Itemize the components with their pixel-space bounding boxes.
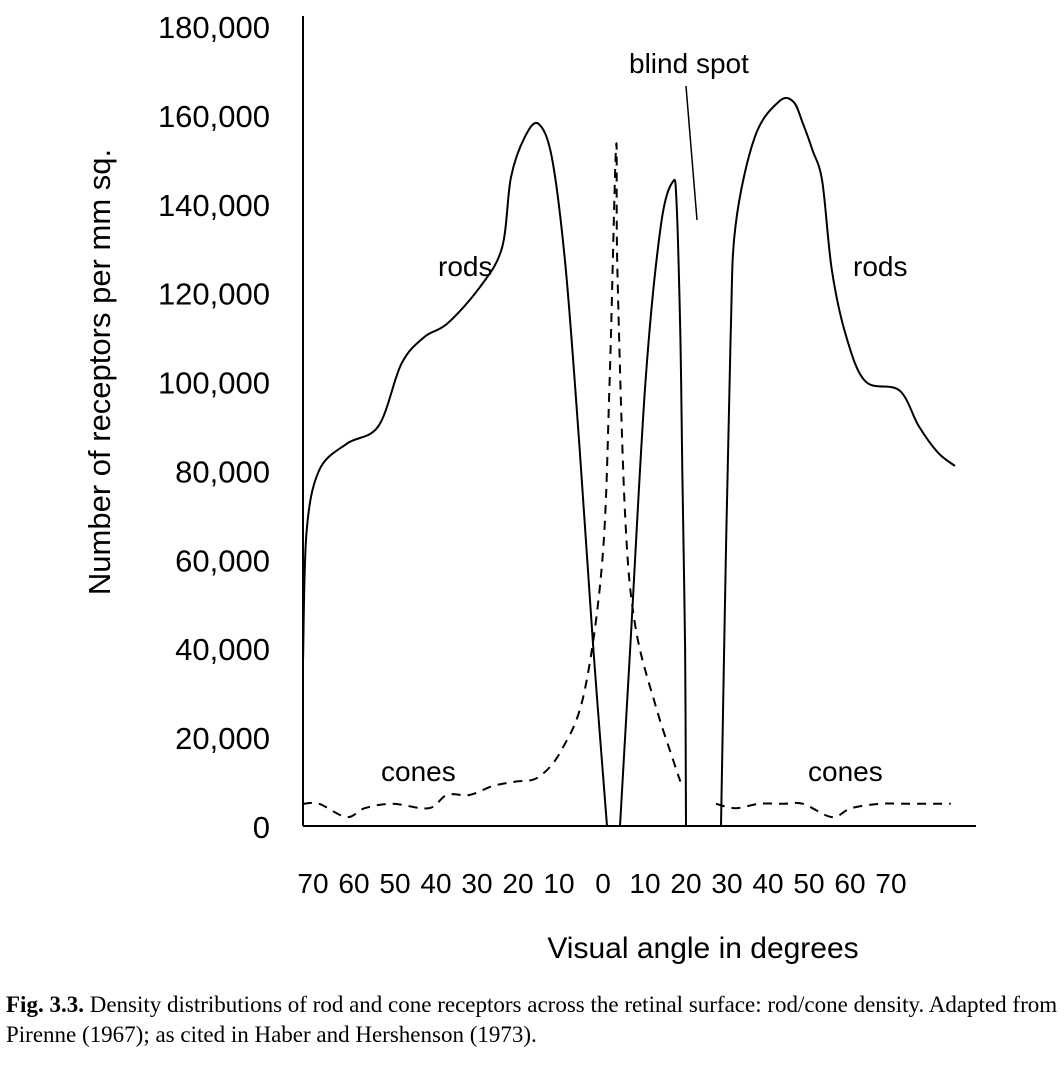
x-tick-label: 20 (502, 868, 533, 899)
cones-line-segment (302, 142, 682, 819)
x-tick-label: 10 (543, 868, 574, 899)
x-tick-label: 0 (595, 868, 611, 899)
rods-label-right: rods (853, 251, 907, 282)
figure-caption-text: Density distributions of rod and cone re… (6, 992, 1058, 1047)
y-tick-label: 100,000 (158, 366, 270, 401)
x-tick-label: 60 (834, 868, 865, 899)
y-tick-label: 140,000 (158, 188, 270, 223)
blind-spot-pointer (685, 85, 698, 221)
x-tick-label: 50 (379, 868, 410, 899)
x-axis-label: Visual angle in degrees (547, 932, 858, 965)
y-tick-label: 120,000 (158, 277, 270, 312)
y-tick-label: 40,000 (175, 632, 270, 667)
y-tick-label: 80,000 (175, 454, 270, 489)
x-tick-label: 30 (461, 868, 492, 899)
x-tick-label: 70 (875, 868, 906, 899)
x-tick-label: 40 (420, 868, 451, 899)
x-tick-label: 20 (670, 868, 701, 899)
x-tick-label: 70 (297, 868, 328, 899)
figure-caption-label: Fig. 3.3. (6, 992, 84, 1017)
cones-line-segment (715, 801, 951, 819)
x-axis-tick-labels: 70 60 50 40 30 20 10 0 10 20 30 40 50 60 70 (297, 868, 906, 899)
y-tick-label: 160,000 (158, 99, 270, 134)
x-tick-label: 30 (711, 868, 742, 899)
y-tick-label: 0 (253, 810, 270, 845)
x-tick-label: 10 (629, 868, 660, 899)
rods-line-segment (302, 121, 608, 827)
y-tick-label: 180,000 (158, 10, 270, 45)
x-tick-label: 40 (752, 868, 783, 899)
y-tick-label: 20,000 (175, 721, 270, 756)
rods-line-segment (619, 178, 687, 827)
x-tick-label: 50 (793, 868, 824, 899)
rods-line-segment (720, 96, 956, 827)
rods-label-left: rods (438, 251, 492, 282)
y-axis-tick-labels: 180,000 160,000 140,000 120,000 100,000 80,00… (158, 10, 270, 845)
cones-label-left: cones (381, 756, 456, 787)
figure-caption: Fig. 3.3. Density distributions of rod a… (6, 990, 1060, 1050)
x-tick-label: 60 (338, 868, 369, 899)
y-axis-label: Number of receptors per mm sq. (82, 149, 117, 595)
y-tick-label: 60,000 (175, 543, 270, 578)
series-layer (302, 96, 956, 827)
cones-label-right: cones (808, 756, 883, 787)
blind-spot-label: blind spot (629, 48, 749, 79)
